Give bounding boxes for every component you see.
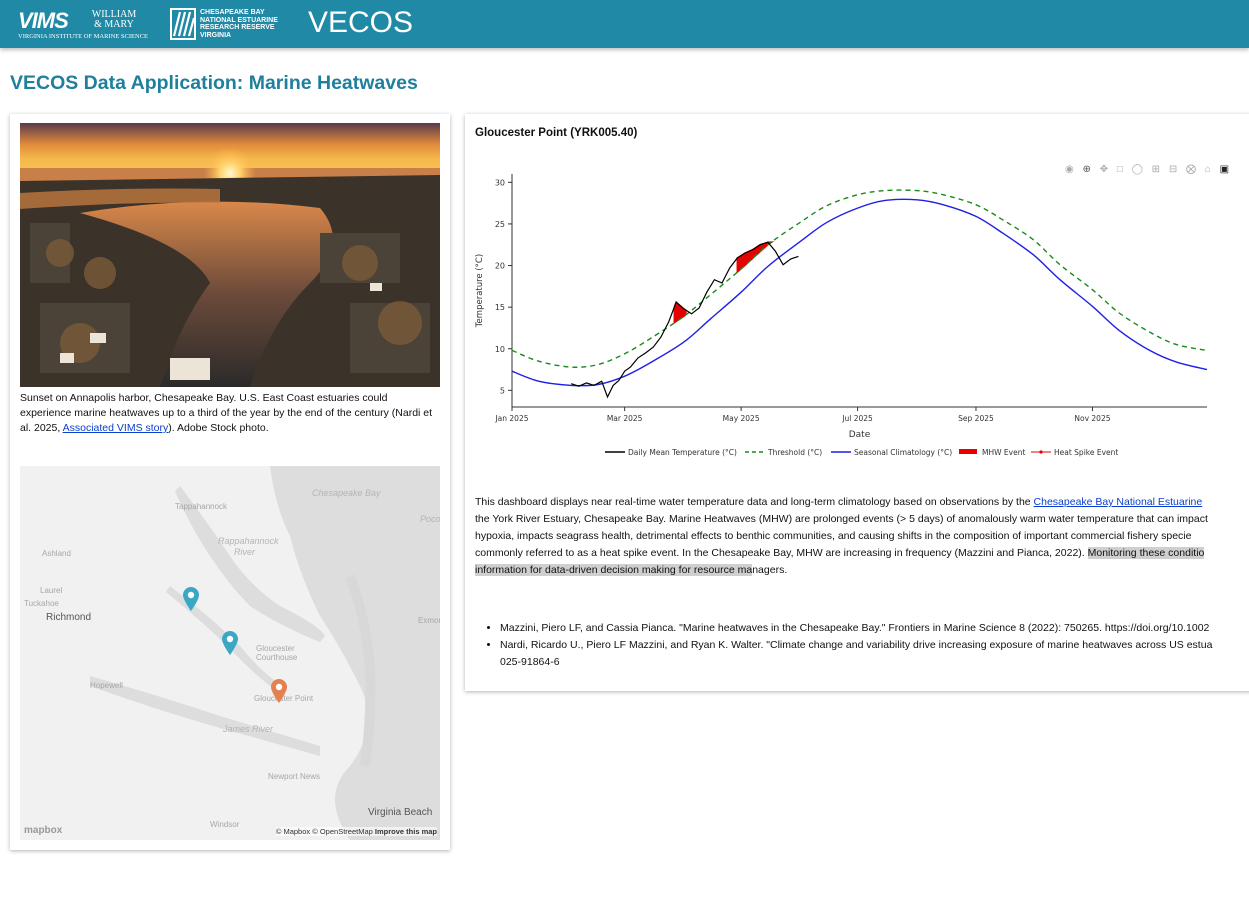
y-tick-label: 15 [495,303,505,312]
description-line-1: This dashboard displays near real-time w… [475,496,1034,508]
x-axis-title: Date [849,430,871,440]
nerr-line-2: NATIONAL ESTUARINE [200,16,278,24]
description-highlight-1: Monitoring these conditio [1087,547,1205,559]
map-label-richmond: Richmond [46,612,92,623]
caption-text-end: ). Adobe Stock photo. [168,422,269,434]
legend-label: Seasonal Climatology (°C) [854,448,952,457]
william-mary-logo-text: WILLIAM & MARY [91,9,137,30]
map-label-pocomoke-sound: Pocomoke Sound [420,514,440,524]
pan-icon[interactable]: ✥ [1099,164,1112,175]
top-navbar: VIMS WILLIAM & MARY VIRGINIA INSTITUTE O… [0,0,1249,48]
vims-logo[interactable]: VIMS WILLIAM & MARY VIRGINIA INSTITUTE O… [18,8,148,42]
autoscale-icon[interactable]: ⨂ [1186,164,1200,175]
map-label-exmore: Exmore [418,616,440,625]
map-label-river: River [234,547,256,557]
page-title: VECOS Data Application: Marine Heatwaves [10,72,418,94]
zoom-out-icon[interactable]: ⊟ [1168,164,1181,175]
reference-text-cont: 025-91864-6 [500,656,560,668]
legend-label: MHW Event [982,448,1025,457]
chart-title: Gloucester Point (YRK005.40) [475,127,638,139]
legend-mhw-swatch [959,449,977,454]
seasonal-climatology-line [511,198,1208,387]
station-marker-1[interactable] [182,586,200,612]
nerr-line-4: VIRGINIA [200,31,232,39]
legend-label: Heat Spike Event [1054,448,1118,457]
map-label-newport-news: Newport News [268,772,321,781]
legend-label: Daily Mean Temperature (°C) [628,448,737,457]
map-label-tappahannock: Tappahannock [175,502,228,511]
station-marker-gloucester-point-selected[interactable] [270,678,288,704]
reference-text: Nardi, Ricardo U., Piero LF Mazzini, and… [500,639,1213,651]
legend-label: Threshold (°C) [767,448,822,457]
map-label-hopewell: Hopewell [90,681,123,690]
cbnerr-wave-icon [170,8,196,40]
caption-text: Sunset on Annapolis harbor, Chesapeake B… [20,392,433,434]
x-tick-label: Jul 2025 [841,414,873,423]
dashboard-description: This dashboard displays near real-time w… [475,494,1249,579]
station-marker-2[interactable] [221,630,239,656]
y-tick-label: 10 [495,345,505,354]
map-label-ashland: Ashland [42,549,71,558]
x-tick-label: Sep 2025 [958,414,994,423]
map-label-gloucester-courthouse: Gloucester Courthouse [256,644,298,662]
y-axis-title: Temperature (°C) [475,254,485,328]
description-line-2: the York River Estuary, Chesapeake Bay. … [475,513,1208,525]
photo-caption: Sunset on Annapolis harbor, Chesapeake B… [20,391,440,436]
zoom-icon[interactable]: ⊕ [1082,164,1094,175]
y-tick-label: 20 [495,262,505,271]
x-tick-label: May 2025 [723,414,760,423]
temperature-chart[interactable]: 5 10 15 20 25 30 Jan 2025 Mar 2025 May 2025 Jul 2… [465,154,1249,474]
vims-logo-mark: VIMS [18,8,69,33]
map-label-windsor: Windsor [210,820,240,829]
plot-modebar: ◉ ⊕ ✥ □ ◯ ⊞ ⊟ ⨂ ⌂ ▣ [1065,164,1232,178]
y-tick-label: 5 [500,386,505,395]
description-line-5-end: nagers. [752,564,788,576]
threshold-line [511,189,1208,368]
sunset-harbor-image [20,123,440,387]
nerr-line-1: CHESAPEAKE BAY [200,9,265,16]
associated-vims-story-link[interactable]: Associated VIMS story [62,422,169,434]
annapolis-harbor-photo [20,123,440,387]
map-label-tuckahoe: Tuckahoe [24,599,59,608]
plotly-logo-icon[interactable]: ▣ [1219,164,1233,175]
legend-spike-marker [1039,450,1043,454]
map-label-laurel: Laurel [40,586,63,595]
camera-icon[interactable]: ◉ [1065,164,1077,175]
map-label-james-river: James River [223,724,274,734]
home-icon[interactable]: ⌂ [1204,164,1214,175]
map-label-gloucester-point: Gloucester Point [254,694,314,703]
y-tick-label: 25 [495,220,505,229]
mapbox-logo[interactable]: mapbox [24,825,63,836]
map-label-rappahannock: Rappahannock [218,536,279,546]
map-attribution: © Mapbox © OpenStreetMap Improve this ma… [275,827,437,836]
station-map[interactable]: Chesapeake Bay Pocomoke Sound Rappahanno… [20,466,440,840]
description-highlight-2: information for data-driven decision mak… [475,564,753,576]
map-label-chesapeake-bay: Chesapeake Bay [312,488,381,498]
cbnerr-link[interactable]: Chesapeake Bay National Estuarine [1033,496,1203,508]
vims-logo-subtitle: VIRGINIA INSTITUTE OF MARINE SCIENCE [18,33,148,40]
app-title[interactable]: VECOS [308,6,414,39]
reference-item: Mazzini, Piero LF, and Cassia Pianca. "M… [500,620,1249,637]
lasso-icon[interactable]: ◯ [1131,164,1146,175]
box-select-icon[interactable]: □ [1116,164,1126,175]
zoom-in-icon[interactable]: ⊞ [1151,164,1164,175]
left-panel: Sunset on Annapolis harbor, Chesapeake B… [10,114,450,850]
x-tick-label: Nov 2025 [1074,414,1110,423]
daily-mean-temperature-line [571,241,799,399]
references-list: Mazzini, Piero LF, and Cassia Pianca. "M… [475,620,1249,671]
cbnerr-logo[interactable]: CHESAPEAKE BAY NATIONAL ESTUARINE RESEAR… [170,8,290,42]
description-line-3: hypoxia, impacts seagrass health, detrim… [475,530,1192,542]
map-attribution-text: © Mapbox © OpenStreetMap [275,827,373,836]
y-tick-label: 30 [495,178,505,187]
map-label-virginia-beach: Virginia Beach [368,807,433,818]
description-line-4: commonly referred to as a heat spike eve… [475,547,1088,559]
reference-item: Nardi, Ricardo U., Piero LF Mazzini, and… [500,637,1249,671]
x-tick-label: Mar 2025 [607,414,643,423]
improve-map-link[interactable]: Improve this map [374,827,437,836]
nerr-line-3: RESEARCH RESERVE [200,24,275,31]
chart-panel: Gloucester Point (YRK005.40) ◉ ⊕ ✥ □ ◯ ⊞… [465,114,1249,691]
x-tick-label: Jan 2025 [494,414,528,423]
